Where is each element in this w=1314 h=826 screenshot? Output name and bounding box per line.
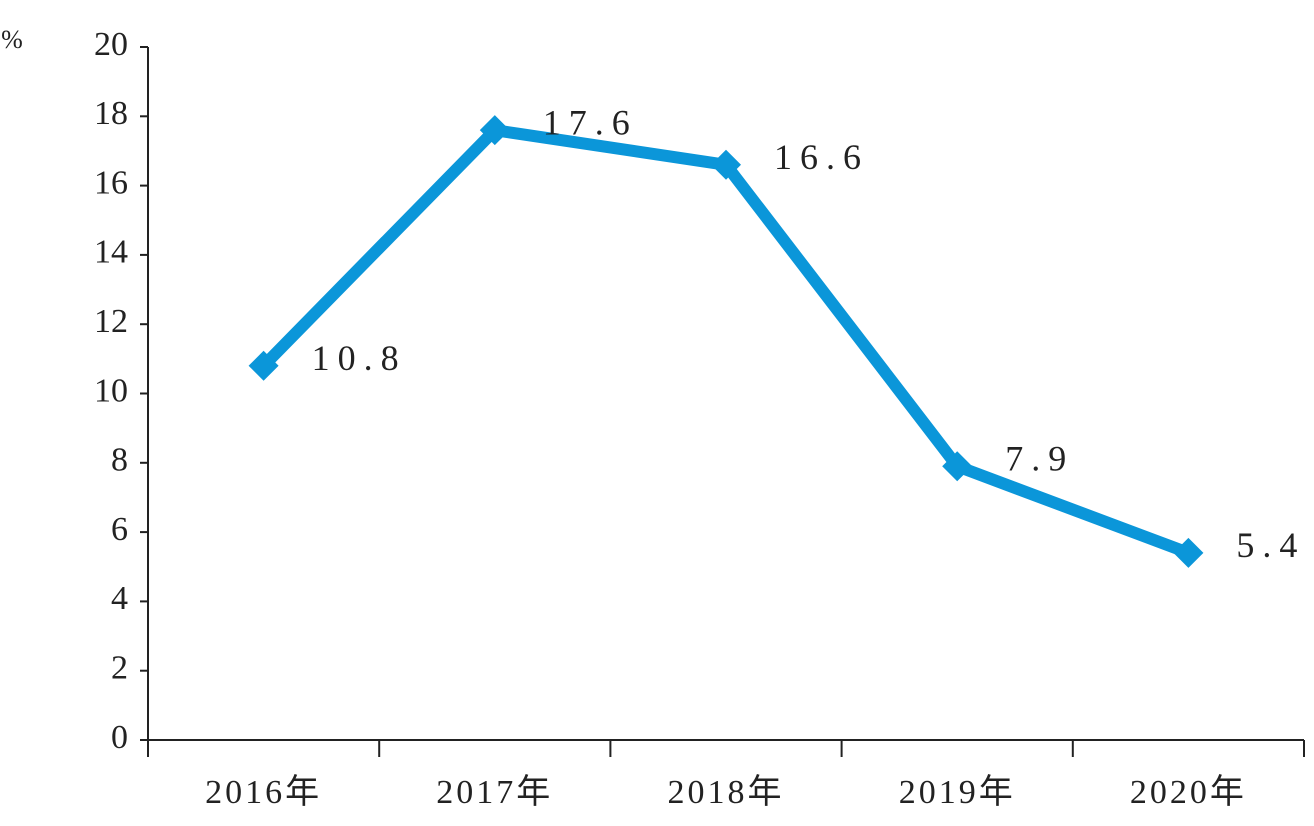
y-tick-label: 16 [94, 164, 128, 201]
y-tick-label: 20 [94, 26, 128, 63]
data-label: 17.6 [543, 102, 638, 142]
point-marker [1173, 537, 1204, 568]
x-tick-label: 2018年 [668, 773, 785, 811]
x-tick-label: 2019年 [899, 773, 1016, 811]
point-marker [942, 451, 973, 482]
x-tick-label: 2017年 [436, 773, 553, 811]
point-marker [479, 115, 510, 146]
data-label: 5.4 [1236, 525, 1305, 565]
y-tick-label: 8 [111, 442, 128, 479]
x-tick-label: 2016年 [205, 773, 322, 811]
y-tick-label: 14 [94, 234, 128, 271]
data-label: 7.9 [1005, 439, 1074, 479]
x-tick-label: 2020年 [1130, 773, 1247, 811]
point-marker [711, 149, 741, 180]
y-tick-label: 18 [94, 95, 128, 132]
y-tick-label: 2 [111, 649, 128, 686]
y-axis-unit: % [1, 25, 23, 54]
data-label: 16.6 [774, 137, 869, 177]
y-tick-label: 4 [111, 580, 128, 617]
y-tick-label: 0 [111, 719, 128, 756]
y-tick-label: 10 [94, 372, 128, 409]
data-label: 10.8 [312, 338, 407, 378]
y-tick-label: 6 [111, 511, 128, 548]
y-tick-label: 12 [94, 303, 128, 340]
point-marker [248, 350, 279, 381]
